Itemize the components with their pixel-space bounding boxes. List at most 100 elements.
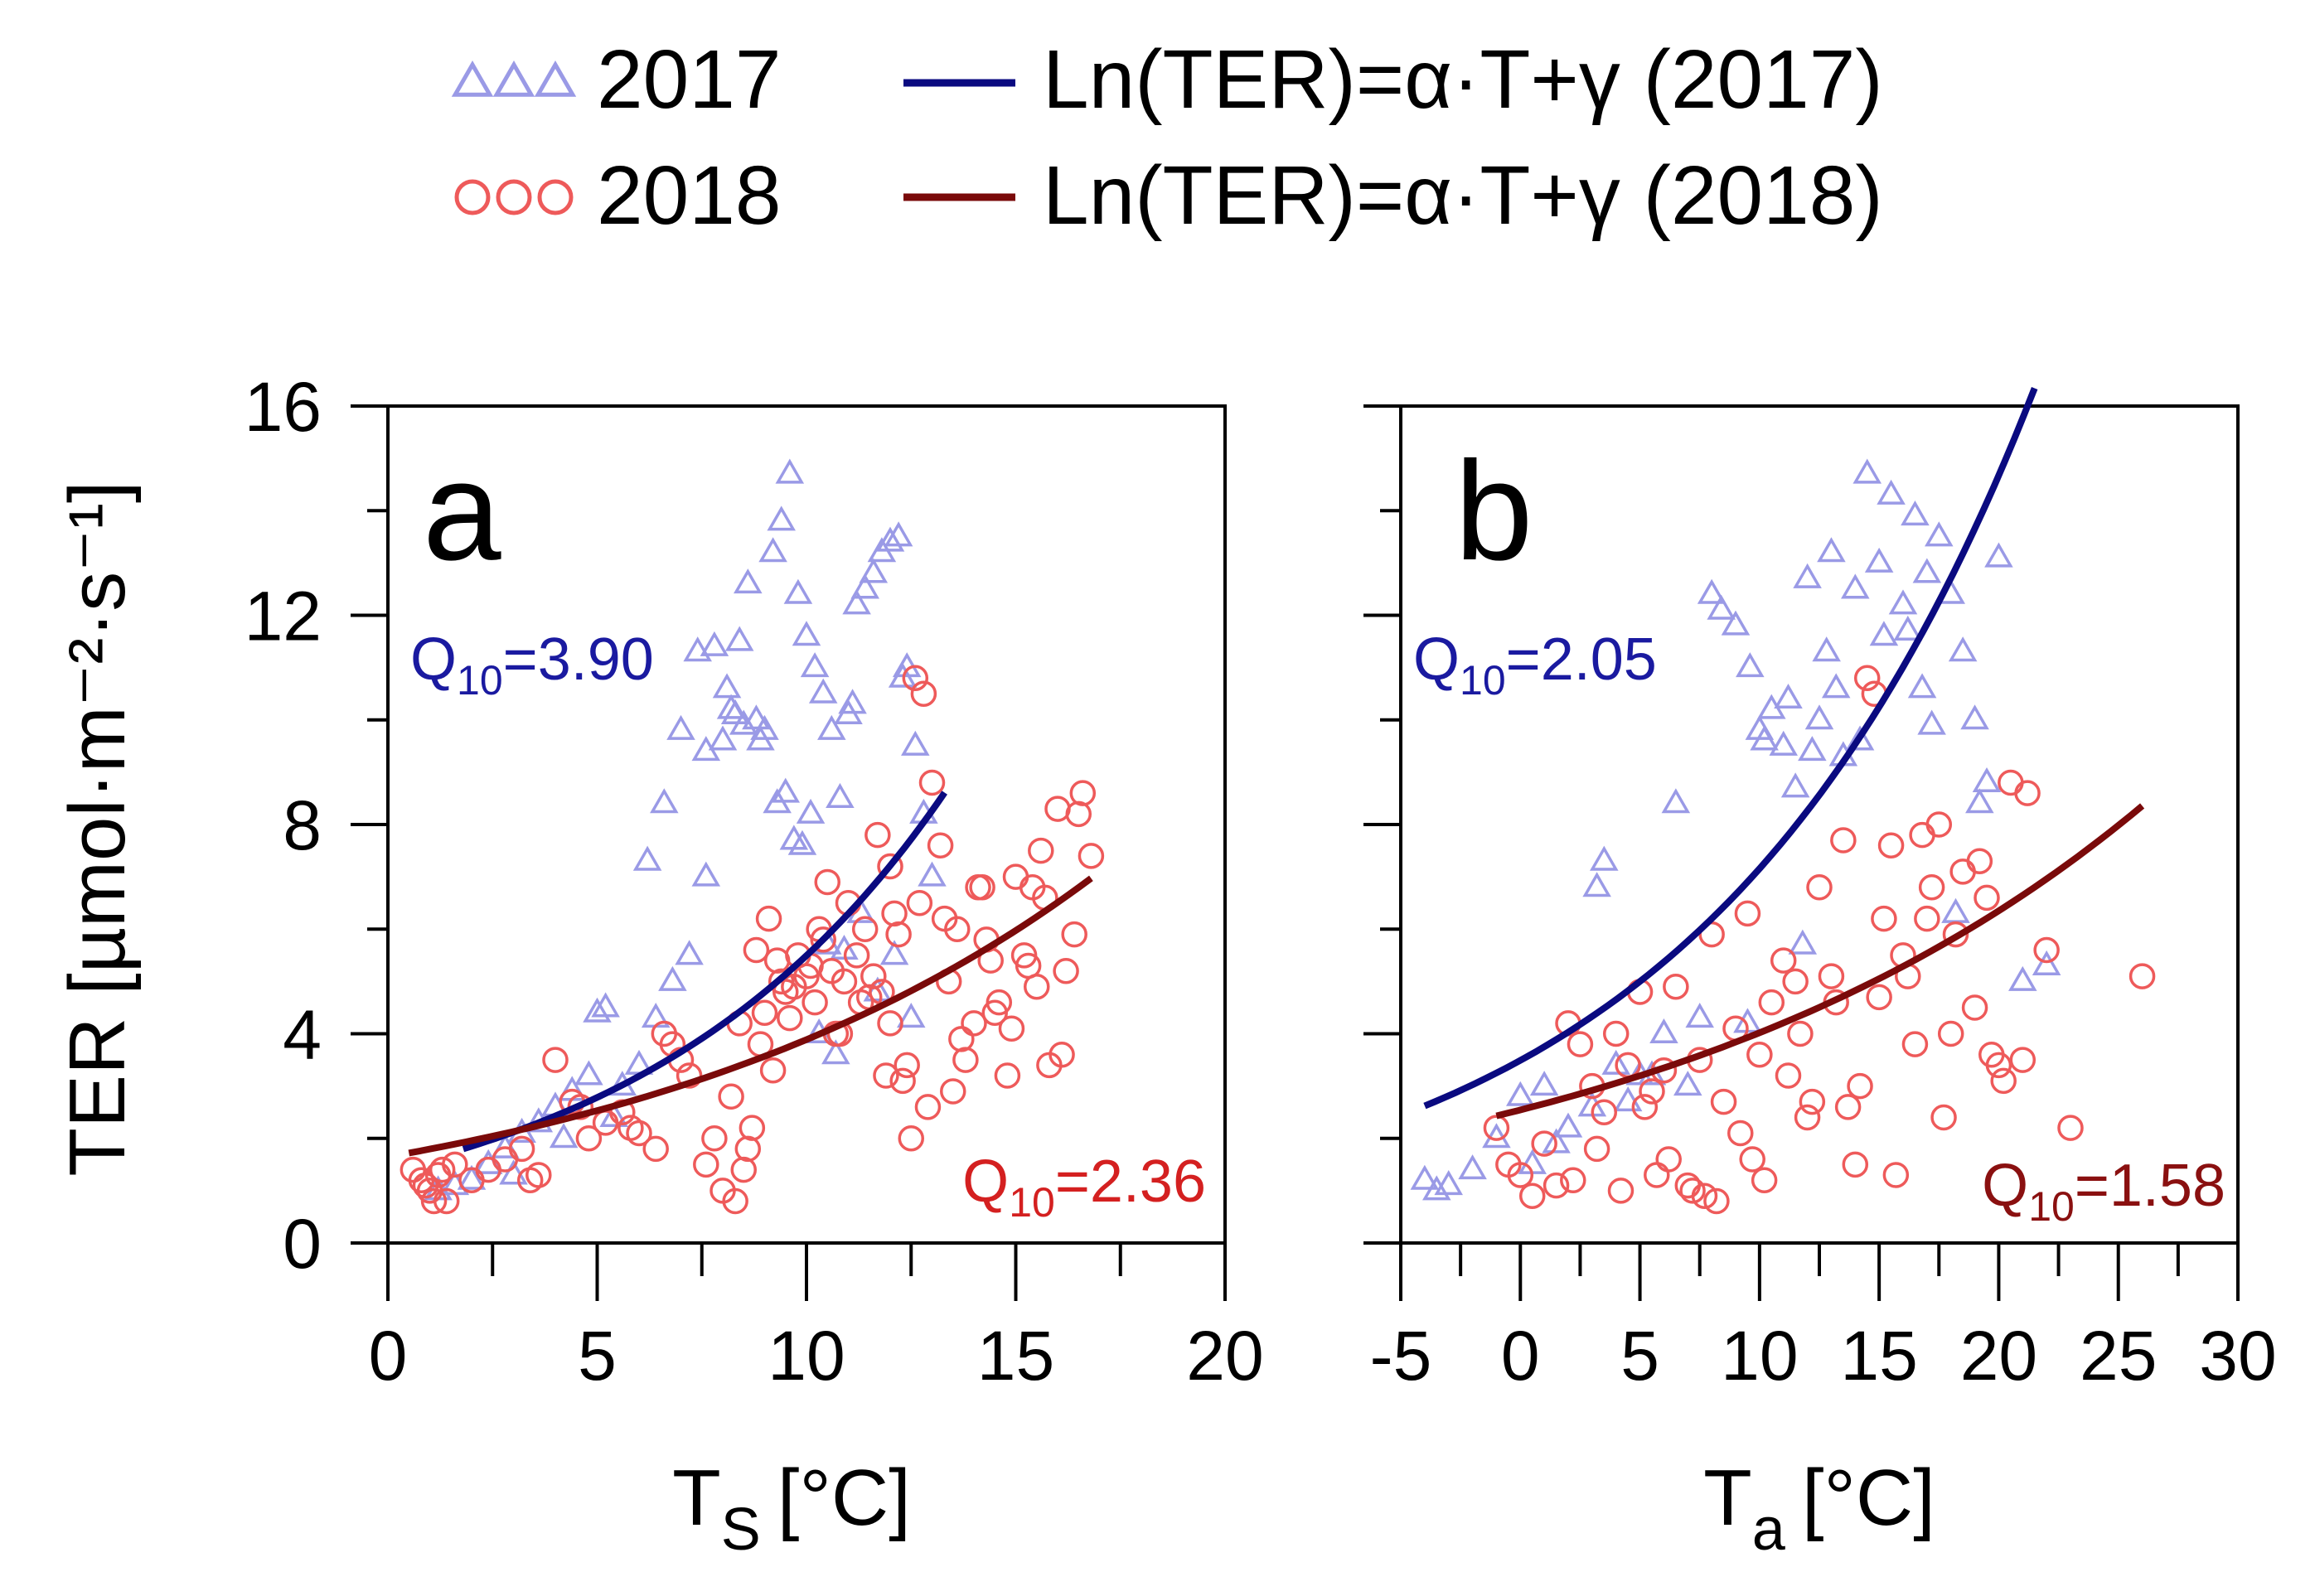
data-point-2018 — [2129, 963, 2156, 989]
data-point-2017 — [700, 631, 729, 656]
x-tick-label: 30 — [2199, 1317, 2276, 1395]
data-point-2018 — [1799, 1088, 1826, 1115]
legend-item-fit-2018: Ln(TER)=α·T+γ (2018) — [903, 149, 1883, 242]
data-point-2017 — [879, 940, 909, 965]
panel-b-q10-2017: Q10=2.05 — [1413, 626, 1657, 704]
data-point-2018 — [1842, 1151, 1869, 1178]
data-point-2018 — [1818, 963, 1845, 989]
data-point-2018 — [1853, 665, 1881, 691]
data-point-2017 — [1685, 1003, 1714, 1028]
data-point-2018 — [433, 1187, 460, 1215]
data-point-2017 — [783, 578, 813, 604]
data-point-2018 — [927, 832, 954, 858]
data-point-2018 — [1787, 1020, 1814, 1047]
data-point-2017 — [1721, 610, 1751, 636]
data-point-2018 — [881, 900, 908, 927]
x-tick-label: 5 — [1620, 1317, 1659, 1395]
data-point-2018 — [1053, 958, 1079, 984]
data-point-2018 — [1518, 1182, 1546, 1209]
data-point-2018 — [1065, 800, 1092, 828]
x-tick-label: 10 — [1721, 1317, 1798, 1395]
panel-a: 0 5 10 15 20 0 4 8 12 16 a Q10=3.90 Q10=2.36 TS [°… — [245, 368, 1264, 1563]
data-point-2018 — [1998, 769, 2024, 796]
data-point-2017 — [1590, 845, 1619, 871]
data-point-2018 — [1002, 863, 1029, 890]
data-point-2017 — [884, 521, 913, 547]
data-point-2017 — [1788, 929, 1818, 955]
data-point-2018 — [751, 999, 778, 1026]
fit-curve-2018 — [1495, 803, 2145, 1120]
data-point-2017 — [901, 730, 930, 756]
panel-b-letter: b — [1455, 433, 1533, 590]
data-point-2017 — [1798, 736, 1827, 762]
data-point-2017 — [1750, 725, 1779, 751]
data-point-2018 — [1746, 1042, 1773, 1068]
data-point-2017 — [734, 568, 763, 594]
legend-circle-marker — [496, 179, 532, 215]
data-point-2017 — [1893, 615, 1923, 641]
data-point-2018 — [885, 921, 912, 948]
data-point-2018 — [1782, 968, 1809, 995]
data-point-2017 — [808, 678, 838, 704]
data-point-2017 — [775, 458, 805, 484]
data-point-2017 — [1907, 673, 1937, 699]
data-point-2018 — [1830, 827, 1857, 854]
data-point-2018 — [1978, 1042, 2005, 1068]
data-point-2017 — [683, 636, 712, 662]
data-point-2018 — [1583, 1135, 1610, 1163]
data-point-2018 — [1543, 1172, 1570, 1199]
data-point-2018 — [1942, 921, 1969, 948]
data-point-2017 — [1869, 621, 1899, 646]
data-point-2017 — [1529, 1071, 1559, 1096]
y-tick-label: 12 — [245, 578, 322, 655]
data-point-2018 — [998, 1015, 1025, 1042]
data-point-2017 — [771, 777, 801, 803]
legend-circle-marker — [454, 179, 491, 215]
legend-item-2018: 2018 — [454, 149, 781, 242]
data-point-2017 — [574, 1060, 603, 1086]
panel-a-q10-2018: Q10=2.36 — [962, 1149, 1206, 1226]
data-point-2018 — [755, 905, 782, 932]
data-point-2018 — [1914, 905, 1940, 932]
data-point-2017 — [792, 621, 821, 646]
data-point-2017 — [1793, 563, 1822, 588]
data-point-2017 — [1774, 683, 1803, 709]
data-point-2018 — [651, 1020, 678, 1047]
y-tick-label: 4 — [283, 996, 322, 1074]
data-point-2018 — [722, 1187, 748, 1215]
data-point-2018 — [1044, 796, 1071, 822]
x-tick-label: 25 — [2080, 1317, 2157, 1395]
data-point-2017 — [1841, 573, 1870, 599]
data-point-2017 — [549, 1123, 579, 1149]
data-point-2018 — [1655, 1146, 1682, 1173]
data-point-2017 — [708, 725, 738, 751]
data-point-2017 — [1852, 458, 1882, 484]
data-point-2018 — [1069, 780, 1097, 806]
data-point-2018 — [1734, 900, 1761, 927]
data-point-2018 — [1483, 1115, 1510, 1141]
data-point-2018 — [508, 1135, 535, 1163]
data-point-2018 — [948, 1026, 975, 1052]
data-point-2018 — [1560, 1167, 1586, 1193]
data-point-2018 — [931, 905, 958, 932]
data-point-2017 — [1817, 537, 1846, 563]
data-point-2018 — [1644, 1162, 1670, 1188]
data-point-2018 — [676, 1062, 703, 1089]
data-point-2018 — [1507, 1162, 1534, 1188]
data-point-2018 — [906, 889, 933, 916]
data-point-2017 — [1948, 636, 1978, 662]
data-point-2018 — [851, 916, 879, 942]
data-point-2017 — [1960, 704, 1989, 730]
data-point-2018 — [1639, 1078, 1665, 1105]
panel-b-q10-2018: Q10=1.58 — [1982, 1153, 2225, 1230]
data-point-2017 — [1888, 589, 1918, 615]
data-point-2018 — [1591, 1099, 1618, 1125]
data-point-2017 — [599, 1101, 628, 1127]
data-point-2017 — [842, 589, 871, 615]
legend-marker-2017-triangles — [451, 60, 577, 97]
data-point-2018 — [1949, 858, 1976, 885]
data-point-2017 — [666, 714, 695, 740]
data-point-2017 — [838, 689, 867, 714]
x-tick-label: 0 — [369, 1317, 408, 1395]
data-point-2017 — [1506, 1081, 1535, 1106]
